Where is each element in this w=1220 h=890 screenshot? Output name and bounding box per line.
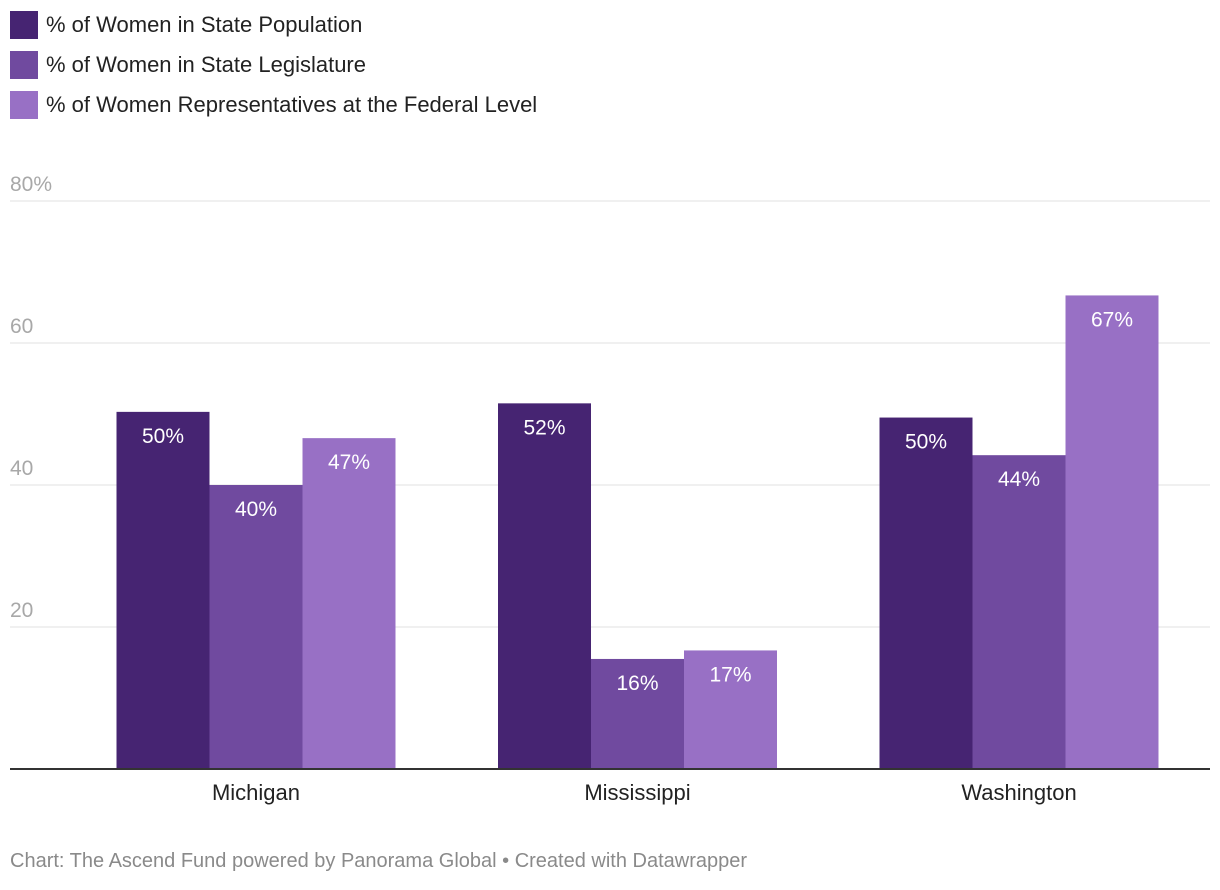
chart-legend: % of Women in State Population % of Wome… (10, 10, 537, 130)
bar-value-label: 50% (142, 425, 184, 448)
legend-label-federal-level: % of Women Representatives at the Federa… (46, 92, 538, 117)
y-tick-label: 60 (10, 315, 33, 338)
bar-value-label: 50% (905, 431, 947, 454)
legend-swatch-federal-level (10, 91, 38, 119)
legend-label-state-legislature: % of Women in State Legislature (46, 52, 366, 77)
y-tick-label: 20 (10, 599, 33, 622)
bar (879, 417, 973, 769)
chart-footer: Chart: The Ascend Fund powered by Panora… (10, 850, 748, 872)
bar-value-label: 52% (523, 416, 565, 439)
bar-value-label: 16% (616, 672, 658, 695)
legend-swatch-state-population (10, 11, 38, 39)
y-tick-label: 40 (10, 457, 33, 480)
bar (209, 485, 303, 769)
legend-label-state-population: % of Women in State Population (46, 12, 363, 37)
bar (498, 403, 591, 769)
legend-item-federal-level: % of Women Representatives at the Federa… (10, 90, 537, 120)
x-category-label: Washington (961, 780, 1076, 805)
bar-value-label: 44% (998, 468, 1040, 491)
x-category-label: Mississippi (584, 780, 690, 805)
legend-item-state-legislature: % of Women in State Legislature (10, 50, 537, 80)
bar (684, 650, 777, 769)
x-category-label: Michigan (212, 780, 300, 805)
bar (116, 411, 210, 769)
bar-value-label: 17% (709, 663, 751, 686)
bar-value-label: 47% (328, 451, 370, 474)
bar (591, 658, 684, 769)
bar (972, 455, 1066, 769)
bar (1065, 295, 1159, 769)
bar (302, 438, 396, 769)
bar-value-label: 40% (235, 498, 277, 521)
legend-item-state-population: % of Women in State Population (10, 10, 537, 40)
y-tick-label: 80% (10, 173, 52, 196)
legend-swatch-state-legislature (10, 51, 38, 79)
bar-value-label: 67% (1091, 308, 1133, 331)
